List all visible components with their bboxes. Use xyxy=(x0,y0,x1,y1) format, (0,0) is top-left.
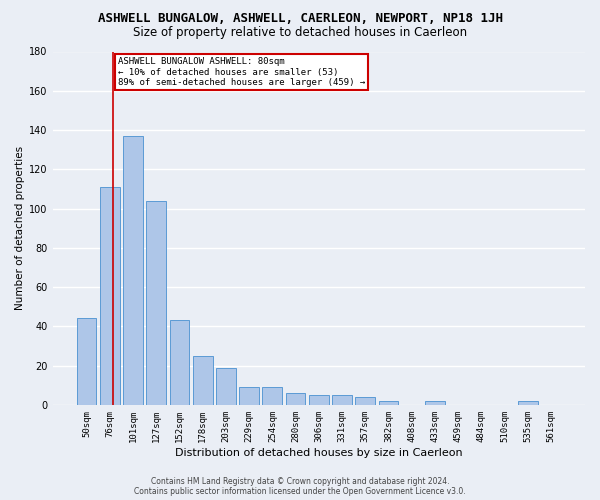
Text: ASHWELL BUNGALOW, ASHWELL, CAERLEON, NEWPORT, NP18 1JH: ASHWELL BUNGALOW, ASHWELL, CAERLEON, NEW… xyxy=(97,12,503,26)
Bar xyxy=(239,387,259,405)
Y-axis label: Number of detached properties: Number of detached properties xyxy=(15,146,25,310)
Text: Size of property relative to detached houses in Caerleon: Size of property relative to detached ho… xyxy=(133,26,467,39)
Bar xyxy=(355,397,375,405)
Bar xyxy=(100,187,119,405)
Text: Contains HM Land Registry data © Crown copyright and database right 2024.
Contai: Contains HM Land Registry data © Crown c… xyxy=(134,476,466,496)
Bar xyxy=(379,401,398,405)
X-axis label: Distribution of detached houses by size in Caerleon: Distribution of detached houses by size … xyxy=(175,448,463,458)
Bar xyxy=(170,320,190,405)
Bar xyxy=(309,395,329,405)
Bar xyxy=(193,356,212,405)
Bar xyxy=(123,136,143,405)
Bar xyxy=(286,393,305,405)
Bar xyxy=(262,387,282,405)
Bar xyxy=(146,200,166,405)
Bar xyxy=(332,395,352,405)
Bar xyxy=(216,368,236,405)
Bar xyxy=(77,318,97,405)
Text: ASHWELL BUNGALOW ASHWELL: 80sqm
← 10% of detached houses are smaller (53)
89% of: ASHWELL BUNGALOW ASHWELL: 80sqm ← 10% of… xyxy=(118,58,365,87)
Bar xyxy=(518,401,538,405)
Bar xyxy=(425,401,445,405)
